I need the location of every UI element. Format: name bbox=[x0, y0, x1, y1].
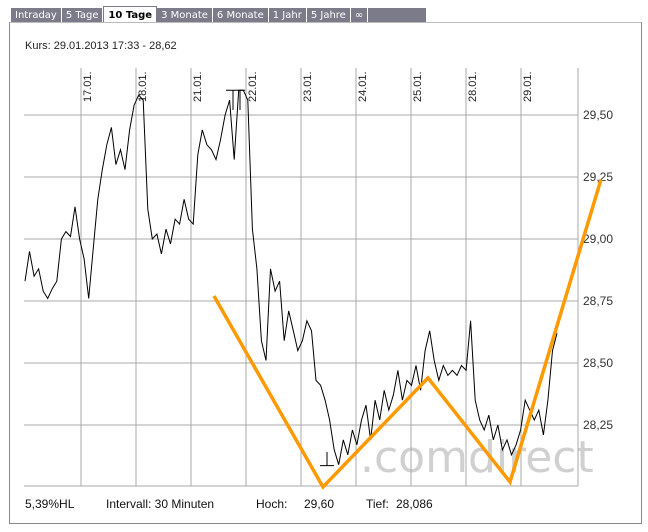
price-series-line bbox=[24, 89, 558, 465]
high-marker bbox=[226, 89, 245, 110]
tab-3[interactable]: 3 Monate bbox=[157, 8, 213, 23]
y-tick-label: 29,00 bbox=[583, 232, 613, 246]
x-tick-label: 29.01. bbox=[522, 71, 534, 102]
y-tick-label: 29,50 bbox=[583, 108, 613, 122]
quote-line: Kurs: 29.01.2013 17:33 - 28,62 bbox=[25, 40, 177, 52]
x-tick-label: 23.01. bbox=[302, 71, 314, 102]
interval-label: Intervall: 30 Minuten bbox=[106, 497, 215, 511]
period-tabs: Intraday 5 Tage 10 Tage 3 Monate 6 Monate 1 J… bbox=[11, 6, 426, 23]
y-tick-label: 28,25 bbox=[583, 418, 613, 432]
tab-5[interactable]: 1 Jahr bbox=[269, 8, 307, 23]
tab-4[interactable]: 6 Monate bbox=[213, 8, 269, 23]
w-pattern-annotation bbox=[212, 178, 603, 490]
high-value: 29,60 bbox=[304, 497, 335, 511]
x-tick-label: 17.01. bbox=[82, 71, 94, 102]
chart-frame bbox=[9, 22, 642, 524]
tab-6[interactable]: 5 Jahre bbox=[307, 8, 351, 23]
range-percent: 5,39%HL bbox=[25, 497, 75, 511]
low-marker bbox=[320, 452, 334, 467]
x-tick-label: 21.01. bbox=[192, 71, 204, 102]
x-tick-label: 28.01. bbox=[467, 71, 479, 102]
y-tick-label: 28,75 bbox=[583, 294, 613, 308]
x-tick-label: 24.01. bbox=[357, 71, 369, 102]
x-tick-label: 18.01. bbox=[137, 71, 149, 102]
high-label: Hoch: bbox=[256, 497, 288, 511]
x-tick-label: 25.01. bbox=[412, 71, 424, 102]
low-value: 28,086 bbox=[396, 497, 433, 511]
x-tick-label: 22.01. bbox=[247, 71, 259, 102]
low-label: Tief: bbox=[366, 497, 389, 511]
y-tick-label: 29,25 bbox=[583, 170, 613, 184]
tab-0[interactable]: Intraday bbox=[11, 8, 62, 23]
tab-7[interactable]: ∞ bbox=[351, 8, 369, 23]
tab-2[interactable]: 10 Tage bbox=[103, 6, 158, 23]
y-tick-label: 28,50 bbox=[583, 356, 613, 370]
tab-1[interactable]: 5 Tage bbox=[62, 8, 104, 23]
